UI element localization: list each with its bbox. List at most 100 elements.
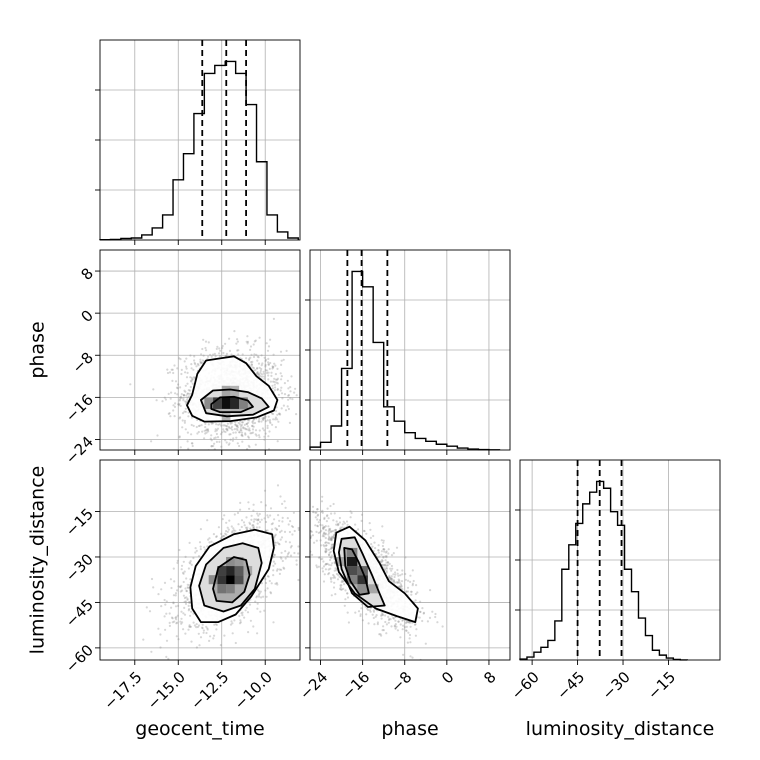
- sample-point: [233, 428, 236, 431]
- sample-point: [255, 367, 259, 370]
- sample-point: [218, 352, 221, 355]
- sample-point: [377, 549, 380, 552]
- sample-point: [203, 437, 206, 440]
- sample-point: [372, 610, 376, 613]
- sample-point: [157, 627, 160, 630]
- sample-point: [185, 590, 188, 593]
- sample-point: [220, 445, 223, 448]
- sample-point: [180, 368, 183, 371]
- sample-point: [266, 575, 269, 578]
- sample-point: [391, 577, 394, 580]
- sample-point: [247, 429, 250, 432]
- sample-point: [317, 521, 320, 524]
- sample-point: [279, 413, 282, 416]
- sample-point: [239, 420, 242, 423]
- sample-point: [407, 620, 410, 623]
- sample-point: [169, 397, 172, 400]
- sample-point: [184, 428, 187, 431]
- sample-point: [248, 419, 251, 422]
- sample-point: [405, 625, 408, 629]
- sample-point: [165, 600, 168, 603]
- sample-point: [219, 644, 222, 647]
- sample-point: [177, 585, 180, 588]
- sample-point: [229, 422, 232, 425]
- sample-point: [179, 416, 182, 419]
- sample-point: [304, 396, 306, 398]
- sample-point: [203, 429, 206, 432]
- sample-point: [225, 424, 228, 428]
- sample-point: [385, 571, 388, 574]
- sample-point: [178, 417, 181, 420]
- sample-point: [189, 562, 192, 565]
- sample-point: [187, 415, 190, 418]
- sample-point: [225, 428, 228, 431]
- sample-point: [393, 575, 396, 579]
- sample-point: [187, 586, 190, 590]
- sample-point: [365, 613, 368, 616]
- sample-point: [325, 562, 328, 566]
- sample-point: [323, 526, 326, 529]
- sample-point: [269, 591, 272, 594]
- sample-point: [307, 562, 309, 564]
- sample-point: [172, 601, 175, 604]
- sample-point: [278, 572, 281, 576]
- sample-point: [251, 524, 254, 527]
- sample-point: [398, 585, 401, 588]
- sample-point: [324, 473, 326, 475]
- sample-point: [168, 621, 171, 625]
- sample-point: [330, 554, 333, 557]
- sample-point: [327, 568, 330, 571]
- sample-point: [280, 557, 283, 560]
- sample-point: [183, 421, 186, 424]
- sample-point: [195, 365, 198, 368]
- sample-point: [156, 434, 159, 437]
- sample-point: [317, 513, 320, 516]
- sample-point: [312, 510, 315, 514]
- sample-point: [260, 582, 263, 585]
- sample-point: [297, 526, 300, 530]
- sample-point: [301, 410, 303, 412]
- sample-point: [250, 363, 253, 367]
- sample-point: [278, 412, 281, 415]
- sample-point: [327, 533, 330, 536]
- sample-point: [178, 357, 181, 360]
- sample-point: [249, 348, 252, 351]
- density-bin: [204, 397, 214, 409]
- sample-point: [257, 372, 260, 376]
- sample-point: [206, 627, 209, 630]
- sample-point: [380, 613, 383, 616]
- sample-point: [166, 368, 169, 371]
- sample-point: [360, 513, 364, 516]
- sample-point: [338, 516, 341, 520]
- sample-point: [171, 617, 174, 620]
- sample-point: [163, 598, 166, 602]
- sample-point: [204, 422, 207, 425]
- sample-point: [166, 371, 170, 375]
- sample-point: [206, 429, 209, 432]
- sample-point: [323, 545, 326, 548]
- sample-point: [190, 367, 193, 370]
- sample-point: [237, 353, 240, 356]
- sample-point: [188, 624, 191, 627]
- sample-point: [265, 371, 269, 375]
- sample-point: [276, 388, 279, 391]
- sample-point: [168, 624, 171, 628]
- sample-point: [267, 448, 271, 450]
- sample-point: [257, 518, 260, 522]
- sample-point: [247, 631, 250, 634]
- sample-point: [165, 639, 169, 642]
- sample-point: [252, 355, 256, 359]
- sample-point: [249, 432, 252, 435]
- sample-point: [274, 541, 277, 544]
- sample-point: [265, 595, 268, 598]
- sample-point: [295, 394, 298, 397]
- sample-point: [385, 632, 388, 635]
- sample-point: [257, 518, 260, 521]
- sample-point: [372, 534, 375, 538]
- sample-point: [282, 358, 285, 361]
- sample-point: [180, 622, 183, 625]
- sample-point: [287, 523, 290, 526]
- sample-point: [237, 523, 240, 526]
- sample-point: [230, 525, 233, 528]
- sample-point: [152, 388, 155, 391]
